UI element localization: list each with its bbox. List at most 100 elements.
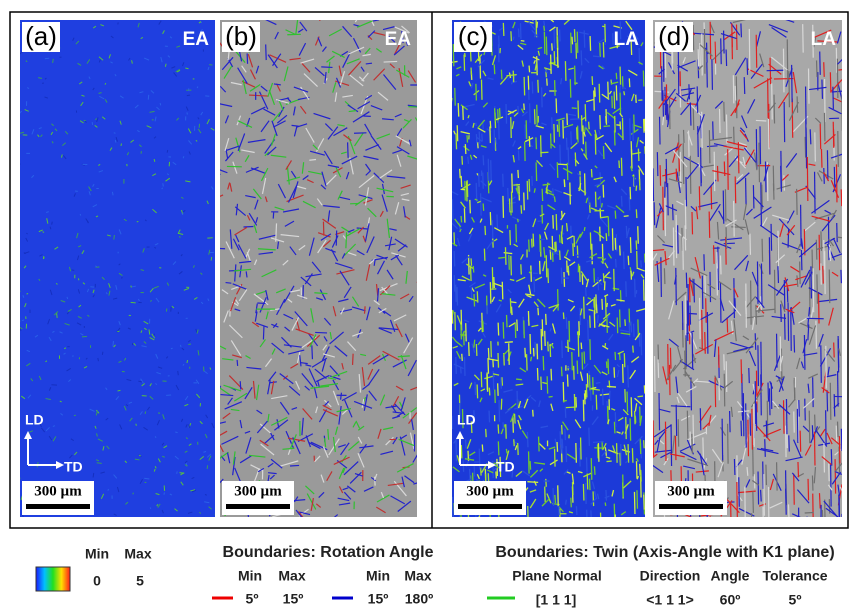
texture xyxy=(520,23,521,39)
texture xyxy=(590,36,591,51)
texture xyxy=(640,438,641,454)
texture xyxy=(807,157,808,201)
texture xyxy=(685,200,686,229)
texture xyxy=(487,372,488,391)
texture xyxy=(828,217,829,260)
texture xyxy=(733,75,734,103)
texture xyxy=(824,113,825,141)
texture xyxy=(683,375,689,376)
texture xyxy=(465,53,466,57)
texture xyxy=(838,131,839,167)
texture xyxy=(628,256,629,265)
texture xyxy=(724,31,725,54)
texture xyxy=(97,463,102,464)
texture xyxy=(628,377,629,387)
texture xyxy=(483,155,484,165)
texture xyxy=(498,44,499,62)
texture xyxy=(583,484,584,501)
texture xyxy=(532,81,533,93)
texture xyxy=(517,320,518,331)
texture xyxy=(596,304,597,313)
texture xyxy=(829,464,830,482)
texture xyxy=(715,377,716,407)
texture xyxy=(529,240,530,252)
texture xyxy=(659,393,660,430)
texture xyxy=(615,211,616,219)
texture xyxy=(797,409,798,443)
texture xyxy=(573,243,574,256)
texture xyxy=(630,118,631,140)
texture xyxy=(471,68,472,75)
texture xyxy=(498,323,499,336)
texture xyxy=(562,425,563,435)
texture xyxy=(593,491,594,506)
texture xyxy=(841,429,842,451)
texture xyxy=(453,44,454,66)
texture xyxy=(594,466,595,475)
texture xyxy=(549,396,553,397)
texture xyxy=(600,172,601,182)
texture xyxy=(703,438,704,460)
texture xyxy=(476,134,477,143)
texture xyxy=(479,173,480,187)
texture xyxy=(474,294,475,306)
texture xyxy=(643,70,644,86)
texture xyxy=(626,281,627,296)
texture xyxy=(568,340,569,352)
texture xyxy=(819,493,820,508)
texture xyxy=(632,448,633,463)
texture xyxy=(597,315,598,323)
texture xyxy=(203,452,206,453)
texture xyxy=(633,346,634,353)
texture xyxy=(590,232,591,249)
texture xyxy=(583,125,584,144)
texture xyxy=(471,51,472,61)
texture xyxy=(717,263,718,295)
texture xyxy=(463,460,464,472)
texture xyxy=(553,215,554,229)
texture xyxy=(746,403,747,447)
texture xyxy=(823,266,824,284)
texture xyxy=(758,471,759,504)
texture xyxy=(501,377,502,388)
texture xyxy=(53,59,54,63)
texture xyxy=(676,215,677,258)
texture xyxy=(692,212,693,234)
texture xyxy=(778,231,779,271)
texture xyxy=(481,193,482,215)
texture xyxy=(798,462,799,477)
texture xyxy=(498,424,499,433)
texture xyxy=(693,25,694,50)
texture xyxy=(530,461,531,470)
texture xyxy=(787,39,788,80)
texture xyxy=(839,436,840,463)
texture xyxy=(588,320,589,340)
texture xyxy=(589,122,590,130)
texture xyxy=(118,390,121,391)
texture xyxy=(458,103,459,117)
texture xyxy=(561,78,562,84)
texture xyxy=(624,216,629,217)
texture xyxy=(475,382,476,395)
texture xyxy=(620,92,621,114)
texture xyxy=(507,315,508,327)
texture xyxy=(814,432,815,466)
texture xyxy=(825,251,826,294)
texture xyxy=(734,127,735,145)
texture xyxy=(592,76,593,85)
texture xyxy=(676,169,677,182)
texture xyxy=(614,92,615,109)
legend-text: <1 1 1> xyxy=(646,592,694,608)
texture xyxy=(535,109,536,124)
texture xyxy=(483,203,484,210)
texture xyxy=(636,461,637,478)
texture xyxy=(673,228,674,266)
texture xyxy=(682,301,683,330)
texture xyxy=(500,108,501,118)
panel-label: (d) xyxy=(658,21,690,51)
texture xyxy=(494,129,495,149)
legend-text: 180º xyxy=(405,591,433,607)
legend-text: Direction xyxy=(640,568,701,584)
texture xyxy=(586,384,587,397)
texture xyxy=(557,162,558,178)
